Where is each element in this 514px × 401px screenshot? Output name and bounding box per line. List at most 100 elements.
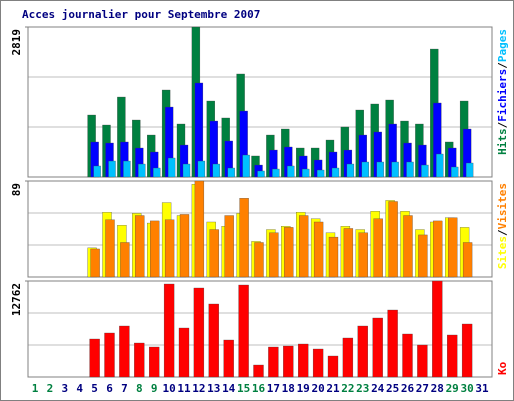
- bar: [461, 323, 473, 378]
- x-tick-label: 9: [151, 382, 158, 395]
- bar: [331, 167, 340, 178]
- bar: [421, 164, 429, 178]
- bar: [163, 283, 175, 378]
- bar: [119, 325, 130, 378]
- bar: [342, 337, 354, 378]
- bar: [284, 227, 294, 278]
- x-tick-label: 23: [356, 382, 369, 395]
- bar: [182, 163, 191, 178]
- bar: [402, 333, 413, 378]
- x-tick-label: 4: [76, 382, 83, 395]
- bar: [268, 346, 279, 378]
- bar: [418, 234, 428, 278]
- bar: [433, 220, 443, 278]
- y-tick-label: 2819: [10, 29, 23, 56]
- legend-entry: Fichiers: [496, 69, 509, 122]
- bar: [269, 232, 279, 278]
- bar: [432, 280, 443, 378]
- bar: [209, 229, 219, 278]
- bar: [391, 161, 399, 178]
- bar: [197, 160, 206, 178]
- x-tick-label: 19: [297, 382, 310, 395]
- x-tick-label: 7: [121, 382, 128, 395]
- x-tick-label: 29: [446, 382, 459, 395]
- bar: [327, 355, 339, 378]
- bar: [238, 284, 249, 378]
- bar: [123, 160, 131, 178]
- bar: [149, 346, 160, 378]
- bar: [316, 169, 325, 178]
- bar: [373, 218, 383, 278]
- bar: [343, 228, 354, 278]
- bar: [387, 309, 398, 378]
- x-tick-label: 16: [252, 382, 266, 395]
- bar: [223, 339, 234, 378]
- x-tick-label: 17: [267, 382, 280, 395]
- chart-title: Acces journalier pour Septembre 2007: [22, 8, 260, 21]
- legend: Sites/Visites: [496, 183, 509, 269]
- y-tick-label: 89: [10, 183, 23, 196]
- legend: Hits/Fichiers/Pages: [496, 29, 509, 155]
- bar: [357, 325, 368, 378]
- bar: [328, 236, 339, 278]
- bar: [138, 163, 146, 178]
- bar: [447, 334, 458, 378]
- x-tick-label: 24: [371, 382, 385, 395]
- bar: [313, 221, 324, 278]
- bar: [253, 364, 264, 378]
- x-tick-label: 12: [192, 382, 205, 395]
- bar: [403, 215, 413, 278]
- bar: [93, 165, 101, 178]
- legend-entry: Ko: [496, 361, 509, 375]
- bar: [90, 248, 100, 278]
- bar: [361, 161, 369, 178]
- x-tick-label: 1: [32, 382, 39, 395]
- x-tick-label: 27: [416, 382, 429, 395]
- x-tick-label: 15: [237, 382, 250, 395]
- legend-separator: /: [496, 121, 509, 128]
- x-tick-label: 13: [207, 382, 220, 395]
- bar: [104, 332, 115, 378]
- bar: [376, 161, 384, 178]
- legend-entry: Visites: [496, 183, 509, 229]
- bar: [105, 219, 115, 278]
- x-tick-label: 22: [341, 382, 354, 395]
- bar: [346, 163, 355, 178]
- bar: [358, 232, 368, 278]
- x-tick-label: 31: [475, 382, 489, 395]
- legend: Ko: [496, 361, 509, 375]
- x-tick-label: 14: [222, 382, 236, 395]
- bar: [299, 215, 309, 278]
- x-tick-label: 10: [162, 382, 175, 395]
- bar: [153, 167, 161, 178]
- x-tick-label: 26: [401, 382, 415, 395]
- bar: [372, 317, 383, 378]
- bar: [257, 170, 265, 178]
- bar: [167, 157, 176, 178]
- bar: [283, 345, 294, 378]
- bar: [134, 342, 145, 378]
- bar: [448, 217, 458, 278]
- bar: [208, 303, 219, 378]
- x-tick-label: 21: [326, 382, 340, 395]
- x-tick-label: 11: [177, 382, 191, 395]
- x-tick-label: 2: [47, 382, 54, 395]
- y-tick-label: 12762: [10, 283, 23, 316]
- x-tick-label: 30: [460, 382, 473, 395]
- x-tick-label: 5: [91, 382, 98, 395]
- x-tick-label: 25: [386, 382, 399, 395]
- bar: [298, 343, 309, 378]
- bar: [242, 154, 250, 178]
- bar: [417, 344, 428, 378]
- bar: [194, 180, 205, 278]
- bar: [150, 220, 160, 278]
- x-tick-label: 28: [431, 382, 444, 395]
- bar: [462, 242, 473, 278]
- bar: [164, 219, 175, 278]
- bar: [465, 162, 474, 178]
- legend-entry: Sites: [496, 236, 509, 269]
- bar: [312, 348, 324, 378]
- bar: [272, 168, 280, 178]
